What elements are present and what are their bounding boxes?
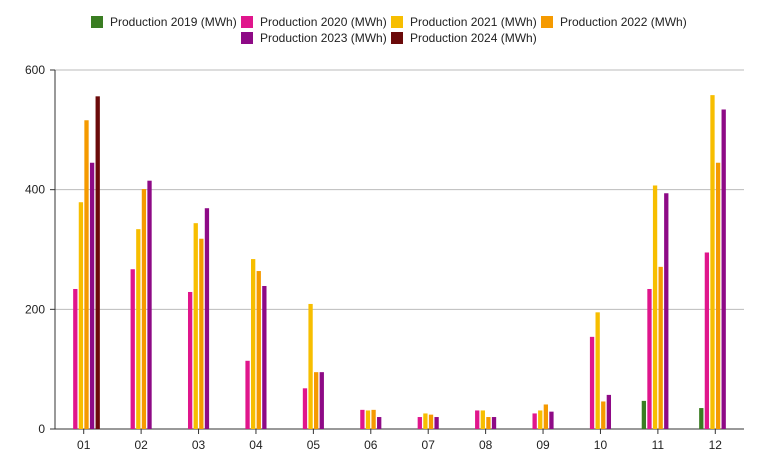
bar <box>377 417 382 429</box>
x-tick-label: 05 <box>307 438 321 452</box>
bar <box>187 291 193 429</box>
x-tick-label: 08 <box>479 438 493 452</box>
bars <box>73 95 726 430</box>
bar <box>199 238 204 429</box>
bar <box>538 410 543 429</box>
x-tick-label: 09 <box>536 438 550 452</box>
bar <box>308 303 313 429</box>
legend-swatch <box>391 16 403 28</box>
legend-swatch <box>91 16 103 28</box>
legend-swatch <box>541 16 553 28</box>
x-tick-label: 06 <box>364 438 378 452</box>
bar <box>319 372 324 429</box>
bar <box>664 193 669 429</box>
bar <box>549 411 554 429</box>
x-tick-label: 12 <box>709 438 723 452</box>
legend-label: Production 2019 (MWh) <box>110 15 237 29</box>
x-tick-label: 04 <box>249 438 263 452</box>
x-tick-label: 07 <box>422 438 436 452</box>
bar <box>417 417 422 429</box>
legend-item[interactable]: Production 2023 (MWh) <box>241 31 387 45</box>
bar <box>256 271 261 429</box>
legend-label: Production 2021 (MWh) <box>410 15 537 29</box>
bar <box>193 223 198 429</box>
legend: Production 2019 (MWh) Production 2020 (MW… <box>91 15 687 45</box>
x-tick-label: 02 <box>134 438 148 452</box>
bar <box>475 410 480 429</box>
bar <box>141 189 147 429</box>
bar <box>360 409 365 429</box>
legend-item[interactable]: Production 2019 (MWh) <box>91 15 237 29</box>
legend-item[interactable]: Production 2021 (MWh) <box>391 15 537 29</box>
bar <box>589 336 595 429</box>
bar <box>245 360 250 429</box>
bar <box>262 285 267 429</box>
bar <box>314 372 319 429</box>
bar <box>480 410 485 429</box>
bar <box>428 414 434 429</box>
bar <box>641 400 647 429</box>
bar <box>371 409 376 429</box>
y-tick-label: 600 <box>25 63 45 77</box>
bar <box>710 95 715 429</box>
bar <box>302 388 308 429</box>
x-tick-label: 01 <box>77 438 91 452</box>
bar <box>647 288 652 429</box>
y-axis: 0 200 400 600 <box>25 63 56 436</box>
legend-label: Production 2024 (MWh) <box>410 31 537 45</box>
bar <box>532 413 537 429</box>
bar <box>89 162 95 429</box>
bar <box>73 288 78 429</box>
bar <box>715 162 721 429</box>
bar <box>423 413 428 429</box>
bar <box>658 266 663 429</box>
bar <box>543 404 548 429</box>
x-tick-label: 11 <box>652 438 665 452</box>
bar <box>147 180 152 429</box>
legend-item[interactable]: Production 2024 (MWh) <box>391 31 537 45</box>
bar <box>251 259 256 429</box>
x-tick-label: 10 <box>594 438 608 452</box>
bar <box>365 410 371 429</box>
legend-item[interactable]: Production 2022 (MWh) <box>541 15 687 29</box>
bar <box>704 252 710 429</box>
bar <box>78 202 84 429</box>
bar <box>652 185 658 429</box>
legend-label: Production 2023 (MWh) <box>260 31 387 45</box>
bar <box>601 401 606 429</box>
bar <box>434 417 439 429</box>
legend-swatch <box>241 16 253 28</box>
bar <box>606 394 612 429</box>
legend-item[interactable]: Production 2020 (MWh) <box>241 15 387 29</box>
y-tick-label: 0 <box>38 422 45 436</box>
bar <box>84 120 89 429</box>
bar <box>130 269 135 429</box>
x-axis: 01 02 03 04 05 06 07 08 09 10 11 12 <box>77 429 722 452</box>
bar <box>136 229 141 429</box>
x-tick-label: 03 <box>192 438 206 452</box>
bar <box>699 408 704 429</box>
bar <box>721 109 726 430</box>
legend-label: Production 2022 (MWh) <box>560 15 687 29</box>
bar <box>491 417 497 429</box>
bar <box>204 208 210 429</box>
bar <box>486 417 491 429</box>
legend-label: Production 2020 (MWh) <box>260 15 387 29</box>
legend-swatch <box>391 32 403 44</box>
legend-swatch <box>241 32 253 44</box>
gridlines <box>55 69 744 430</box>
y-tick-label: 400 <box>25 183 45 197</box>
y-tick-label: 200 <box>25 302 45 316</box>
bar <box>595 312 600 429</box>
bar <box>95 96 100 430</box>
